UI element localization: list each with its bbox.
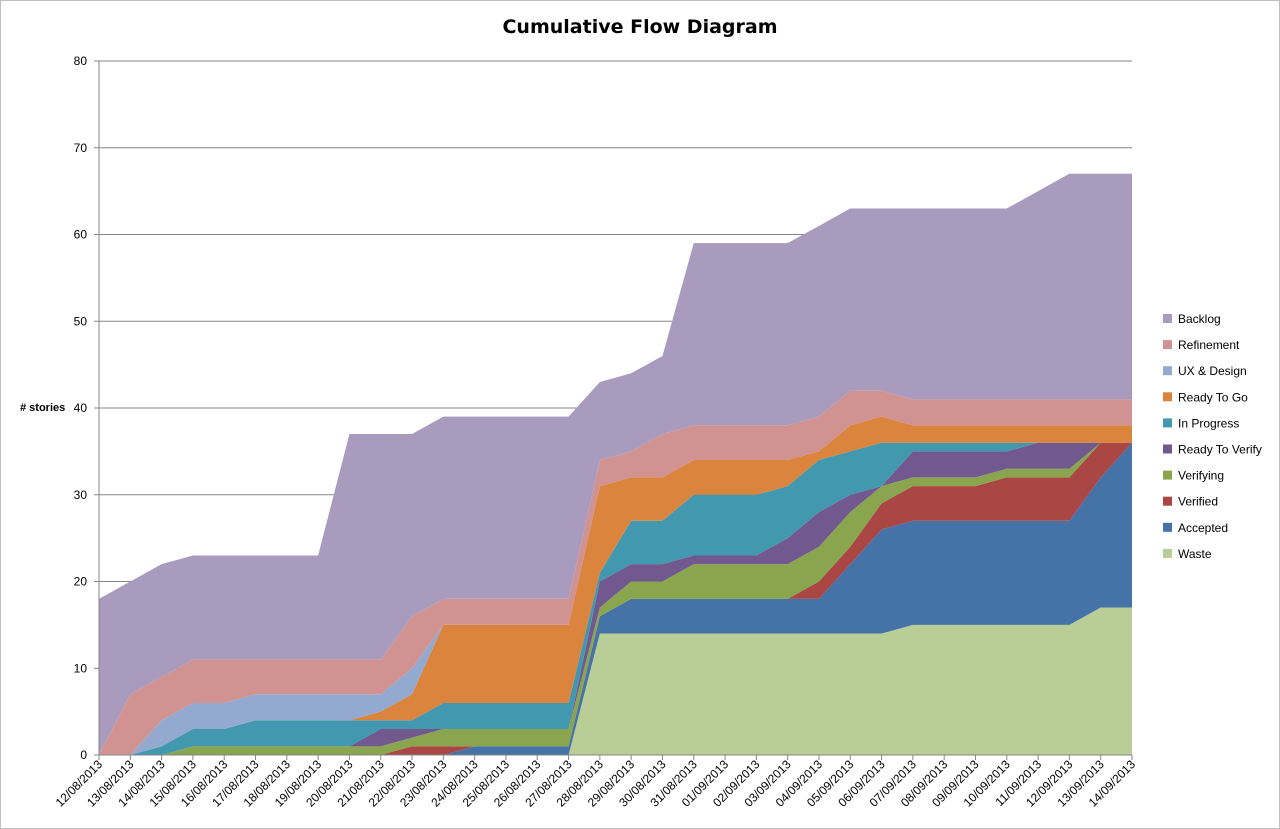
y-tick-labels: 0 10 20 30 40 50 60 70 80 bbox=[74, 54, 88, 762]
legend-label: Accepted bbox=[1178, 521, 1228, 535]
area-accepted bbox=[99, 442, 1132, 755]
legend-label: Ready To Go bbox=[1178, 390, 1248, 404]
legend-label: Ready To Verify bbox=[1178, 443, 1262, 457]
legend-label: Waste bbox=[1178, 547, 1212, 561]
y-tick-label: 70 bbox=[74, 141, 88, 155]
legend-swatch bbox=[1163, 418, 1172, 428]
chart-title: Cumulative Flow Diagram bbox=[502, 16, 778, 38]
area-ux-design bbox=[99, 416, 1132, 755]
area-refinement bbox=[99, 390, 1132, 755]
series-areas bbox=[99, 173, 1132, 755]
axes bbox=[94, 60, 1133, 760]
legend-swatch bbox=[1163, 470, 1172, 480]
y-tick-label: 20 bbox=[74, 575, 88, 589]
area-verified bbox=[99, 442, 1132, 755]
area-verifying bbox=[99, 442, 1132, 755]
y-tick-label: 10 bbox=[74, 661, 88, 675]
y-tick-label: 60 bbox=[74, 228, 88, 242]
legend-swatch bbox=[1163, 444, 1172, 454]
legend-label: UX & Design bbox=[1178, 364, 1247, 378]
y-tick-label: 40 bbox=[74, 401, 88, 415]
y-tick-label: 30 bbox=[74, 488, 88, 502]
area-ready-to-go bbox=[99, 416, 1132, 755]
y-tick-label: 50 bbox=[74, 314, 88, 328]
legend-swatch bbox=[1163, 366, 1172, 376]
y-tick-label: 80 bbox=[74, 54, 88, 68]
legend-swatch bbox=[1163, 392, 1172, 402]
legend-swatch bbox=[1163, 314, 1172, 323]
area-backlog bbox=[99, 173, 1132, 755]
legend-swatch bbox=[1163, 496, 1172, 506]
legend-label: Refinement bbox=[1178, 338, 1240, 352]
x-tick-labels: 12/08/201313/08/201314/08/201315/08/2013… bbox=[53, 757, 1139, 810]
legend-label: Verifying bbox=[1178, 469, 1224, 483]
legend-label: Backlog bbox=[1178, 312, 1221, 326]
y-tick-label: 0 bbox=[80, 748, 87, 762]
legend-label: In Progress bbox=[1178, 416, 1239, 430]
legend-swatch bbox=[1163, 522, 1172, 532]
y-axis-label: # stories bbox=[20, 402, 66, 414]
legend: Backlog Refinement UX & Design Ready To Go I… bbox=[1163, 312, 1262, 561]
area-waste bbox=[99, 607, 1132, 755]
legend-swatch bbox=[1163, 548, 1172, 558]
legend-label: Verified bbox=[1178, 495, 1218, 509]
legend-swatch bbox=[1163, 340, 1172, 350]
